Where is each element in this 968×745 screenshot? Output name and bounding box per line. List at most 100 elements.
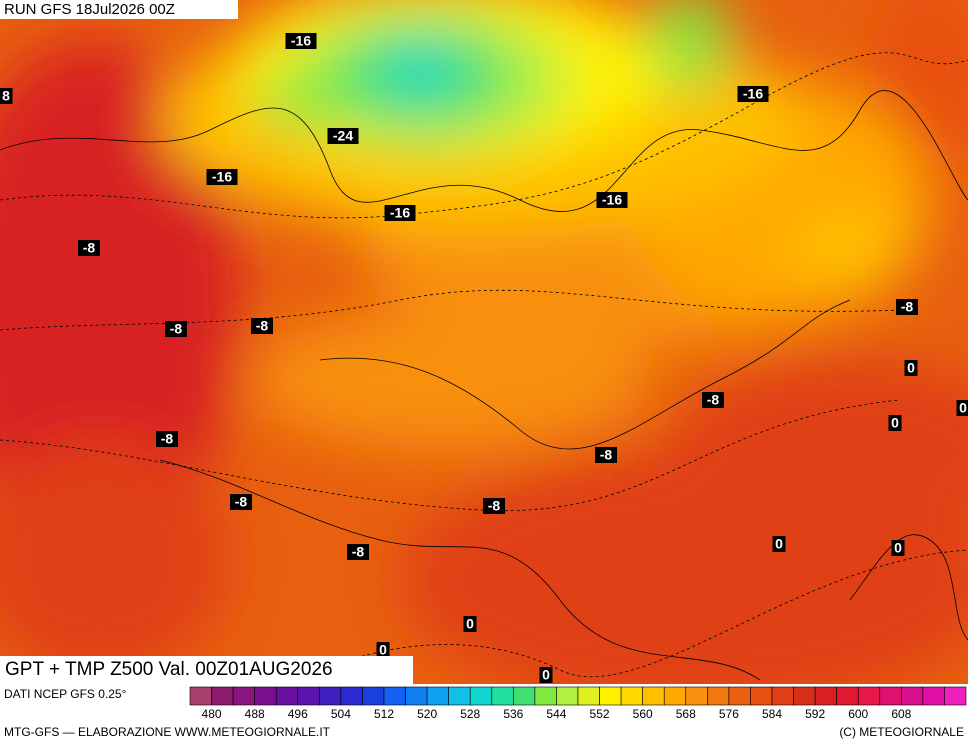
- contour-label: -8: [707, 392, 720, 408]
- contour-label-box: [285, 33, 317, 49]
- map-title: GPT + TMP Z500 Val. 00Z01AUG2026: [5, 659, 333, 680]
- legend-swatch: [275, 686, 299, 706]
- contour-label-box: [376, 642, 390, 658]
- contour-label-box: [384, 205, 416, 221]
- legend-swatch: [685, 686, 708, 706]
- legend-swatch: [793, 686, 816, 706]
- contour-label-box: [0, 88, 13, 104]
- title-box: [0, 656, 413, 684]
- contour-label-box: [327, 128, 359, 144]
- contour-label-box: [463, 616, 477, 632]
- contour-label: -8: [170, 321, 183, 337]
- legend-swatch: [771, 686, 794, 706]
- legend-tick-label: 528: [460, 707, 480, 721]
- legend-swatch: [663, 686, 687, 706]
- contour-label-box: [206, 169, 238, 185]
- legend: 480 488 496 504 512 520 528 536 544 552 560 568 576 5…: [189, 686, 967, 721]
- contour-label-box: [904, 360, 918, 376]
- contour-label: -16: [212, 169, 232, 185]
- contour-label: -8: [256, 318, 269, 334]
- contour-label-box: [251, 318, 273, 334]
- legend-tick-label: 480: [202, 707, 222, 721]
- legend-swatch: [469, 686, 493, 706]
- contour-label-box: [888, 415, 902, 431]
- legend-swatch: [491, 686, 514, 706]
- legend-swatch: [879, 686, 902, 706]
- legend-swatch: [405, 686, 428, 706]
- legend-swatch: [362, 686, 385, 706]
- legend-tick-label: 512: [374, 707, 394, 721]
- legend-swatch: [901, 686, 924, 706]
- legend-tick-label: 488: [245, 707, 265, 721]
- legend-tick-label: 496: [288, 707, 308, 721]
- contour-label: 0: [775, 536, 783, 552]
- legend-tick-label: 592: [805, 707, 825, 721]
- legend-swatch: [448, 686, 471, 706]
- legend-swatch: [836, 686, 859, 706]
- footer-right: (C) METEOGIORNALE: [839, 725, 964, 739]
- contour-label: 0: [959, 400, 967, 416]
- legend-swatch: [577, 686, 600, 706]
- footer-left: MTG-GFS — ELABORAZIONE WWW.METEOGIORNALE…: [4, 725, 331, 739]
- contour-label: -16: [390, 205, 410, 221]
- source: DATI NCEP GFS 0.25°: [4, 687, 127, 701]
- legend-swatch: [814, 686, 837, 706]
- contour-label-box: [737, 86, 769, 102]
- legend-tick-label: 608: [891, 707, 911, 721]
- legend-tick-label: 504: [331, 707, 351, 721]
- contour-label-box: [78, 240, 100, 256]
- contour-label-box: [539, 667, 553, 683]
- contour-label-box: [772, 536, 786, 552]
- contours: [0, 52, 968, 681]
- contour-label: 0: [894, 540, 902, 556]
- contour-label: 0: [379, 642, 387, 658]
- contour-label: 8: [2, 88, 10, 104]
- legend-swatch: [599, 686, 622, 706]
- contour-label: -16: [291, 33, 311, 49]
- contour-label-box: [596, 192, 628, 208]
- contour-label-box: [230, 494, 252, 510]
- map-field: [0, 0, 968, 684]
- contour-label: -8: [235, 494, 248, 510]
- legend-swatch: [857, 686, 881, 706]
- legend-swatch: [426, 686, 449, 706]
- contour-label-box: [165, 321, 187, 337]
- legend-tick-label: 552: [590, 707, 610, 721]
- legend-tick-label: 584: [762, 707, 782, 721]
- legend-swatch: [513, 686, 536, 706]
- legend-swatch: [750, 686, 773, 706]
- legend-swatch: [254, 686, 277, 706]
- legend-tick-label: 560: [633, 707, 653, 721]
- legend-swatch: [556, 686, 579, 706]
- contour-label-box: [595, 447, 617, 463]
- contour-label: -24: [333, 128, 353, 144]
- contour-label-box: [702, 392, 724, 408]
- coastlines: [0, 90, 968, 681]
- legend-swatch: [319, 686, 342, 706]
- legend-tick-label: 576: [719, 707, 739, 721]
- legend-tick-label: 544: [546, 707, 566, 721]
- legend-swatch: [707, 686, 730, 706]
- legend-swatch: [922, 686, 945, 706]
- contour-label: -8: [600, 447, 613, 463]
- contour-label: -16: [602, 192, 622, 208]
- contour-label: 0: [907, 360, 915, 376]
- contour-label-box: [347, 544, 369, 560]
- legend-swatch: [534, 686, 557, 706]
- legend-swatch: [383, 686, 406, 706]
- legend-swatch: [340, 686, 363, 706]
- contour-label-box: [156, 431, 178, 447]
- contour-label: -8: [901, 299, 914, 315]
- contour-label: 0: [891, 415, 899, 431]
- legend-tick-label: 520: [417, 707, 437, 721]
- contour-label: 0: [466, 616, 474, 632]
- legend-swatch: [189, 686, 212, 706]
- contour-label: -16: [743, 86, 763, 102]
- contour-label: -8: [352, 544, 365, 560]
- run-label: RUN GFS 18Jul2026 00Z: [4, 1, 175, 18]
- header-box: [0, 0, 238, 19]
- legend-swatch: [642, 686, 665, 706]
- contour-label: 0: [542, 667, 550, 683]
- legend-tick-label: 536: [503, 707, 523, 721]
